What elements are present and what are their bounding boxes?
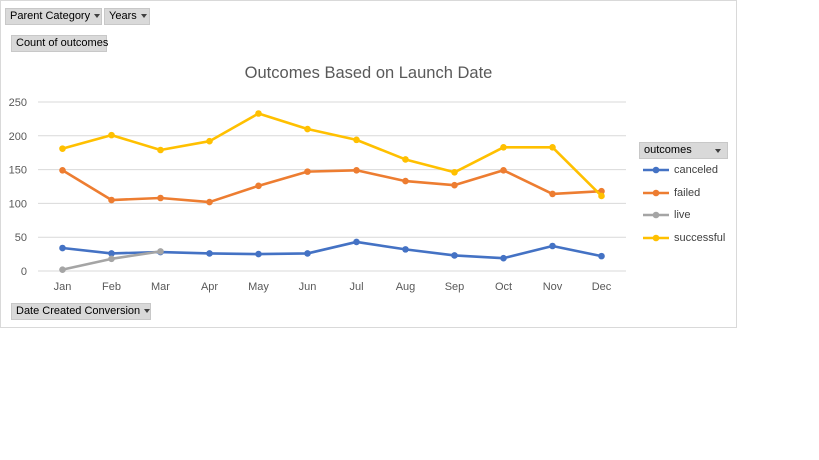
chart-area — [0, 0, 737, 328]
years-filter-button[interactable]: Years — [104, 8, 150, 25]
dropdown-arrow-icon — [94, 14, 101, 19]
data-point-successful — [598, 192, 605, 200]
dropdown-arrow-icon — [140, 14, 147, 19]
axis-field-button[interactable]: Date Created Conversion — [11, 303, 151, 320]
data-point-successful — [353, 136, 360, 144]
data-point-failed — [304, 168, 311, 175]
data-point-successful — [108, 131, 115, 139]
data-point-canceled — [108, 250, 115, 257]
data-point-canceled — [598, 252, 605, 260]
data-point-canceled — [402, 246, 409, 253]
x-tick-label: Aug — [396, 281, 416, 293]
legend-marker-icon — [643, 189, 669, 196]
chart-title: Outcomes Based on Launch Date — [244, 64, 493, 82]
axis-field-label: Date Created Conversion — [16, 305, 141, 317]
data-point-canceled — [206, 250, 213, 257]
data-point-successful — [59, 145, 66, 152]
x-tick-label: Mar — [151, 281, 170, 293]
data-point-canceled — [255, 250, 262, 258]
data-point-canceled — [500, 254, 507, 262]
data-point-canceled — [451, 252, 458, 259]
legend-label: live — [674, 209, 691, 222]
y-tick-label: 200 — [9, 131, 27, 143]
legend-field-label: outcomes — [644, 144, 692, 156]
line-chart-plot: 0 50 100 150 200 250 Jan Feb Mar Apr May Jun Jul Aug S… — [9, 97, 626, 293]
data-point-canceled — [353, 238, 360, 246]
years-filter-label: Years — [109, 10, 137, 22]
series-line-failed — [61, 168, 603, 204]
legend-label: failed — [674, 186, 701, 199]
y-tick-label: 150 — [9, 165, 27, 177]
legend-label: canceled — [674, 164, 719, 176]
x-tick-label: Feb — [102, 281, 121, 293]
data-point-canceled — [549, 242, 556, 250]
data-point-successful — [402, 156, 409, 163]
data-point-live — [59, 266, 66, 273]
data-point-live — [108, 255, 115, 263]
data-point-failed — [206, 198, 213, 206]
x-tick-label: Dec — [592, 281, 612, 293]
x-tick-label: Jun — [299, 281, 317, 293]
data-point-failed — [157, 194, 164, 202]
legend-marker-icon — [643, 212, 669, 219]
x-tick-label: Oct — [495, 281, 512, 293]
data-point-failed — [549, 190, 556, 198]
legend-marker-icon — [643, 234, 669, 242]
data-point-failed — [451, 181, 458, 189]
data-point-canceled — [59, 244, 66, 252]
data-point-successful — [451, 169, 458, 176]
dropdown-arrow-icon — [715, 149, 721, 153]
data-point-successful — [500, 143, 507, 151]
data-point-successful — [157, 146, 164, 154]
parent-category-filter-label: Parent Category — [10, 10, 91, 22]
data-point-canceled — [304, 250, 311, 257]
dropdown-arrow-icon — [144, 309, 151, 314]
data-point-failed — [353, 166, 360, 174]
data-point-successful — [304, 125, 311, 133]
y-tick-label: 50 — [15, 232, 27, 244]
data-point-successful — [255, 110, 262, 117]
data-point-failed — [59, 166, 66, 174]
data-point-failed — [255, 182, 262, 190]
series-line-successful — [61, 112, 603, 198]
x-tick-label: Jan — [54, 281, 72, 293]
x-tick-label: May — [248, 281, 269, 293]
series-line-canceled — [61, 240, 603, 260]
data-point-failed — [500, 166, 507, 174]
data-point-failed — [402, 177, 409, 185]
x-tick-label: Nov — [543, 281, 563, 293]
value-field-label: Count of outcomes — [16, 37, 109, 49]
legend-marker-icon — [643, 166, 669, 174]
data-point-successful — [206, 137, 213, 145]
parent-category-filter-button[interactable]: Parent Category — [5, 8, 102, 25]
legend-label: successful — [674, 232, 726, 245]
y-tick-label: 250 — [9, 97, 27, 109]
y-tick-label: 100 — [9, 198, 27, 210]
data-point-failed — [108, 196, 115, 204]
y-tick-label: 0 — [21, 266, 27, 278]
data-point-live — [157, 248, 164, 255]
data-point-successful — [549, 143, 556, 151]
legend-field-button[interactable]: outcomes — [639, 142, 728, 159]
x-tick-label: Jul — [349, 281, 363, 293]
value-field-button[interactable]: Count of outcomes — [11, 35, 109, 52]
x-tick-label: Sep — [445, 281, 465, 293]
x-tick-label: Apr — [201, 281, 218, 293]
